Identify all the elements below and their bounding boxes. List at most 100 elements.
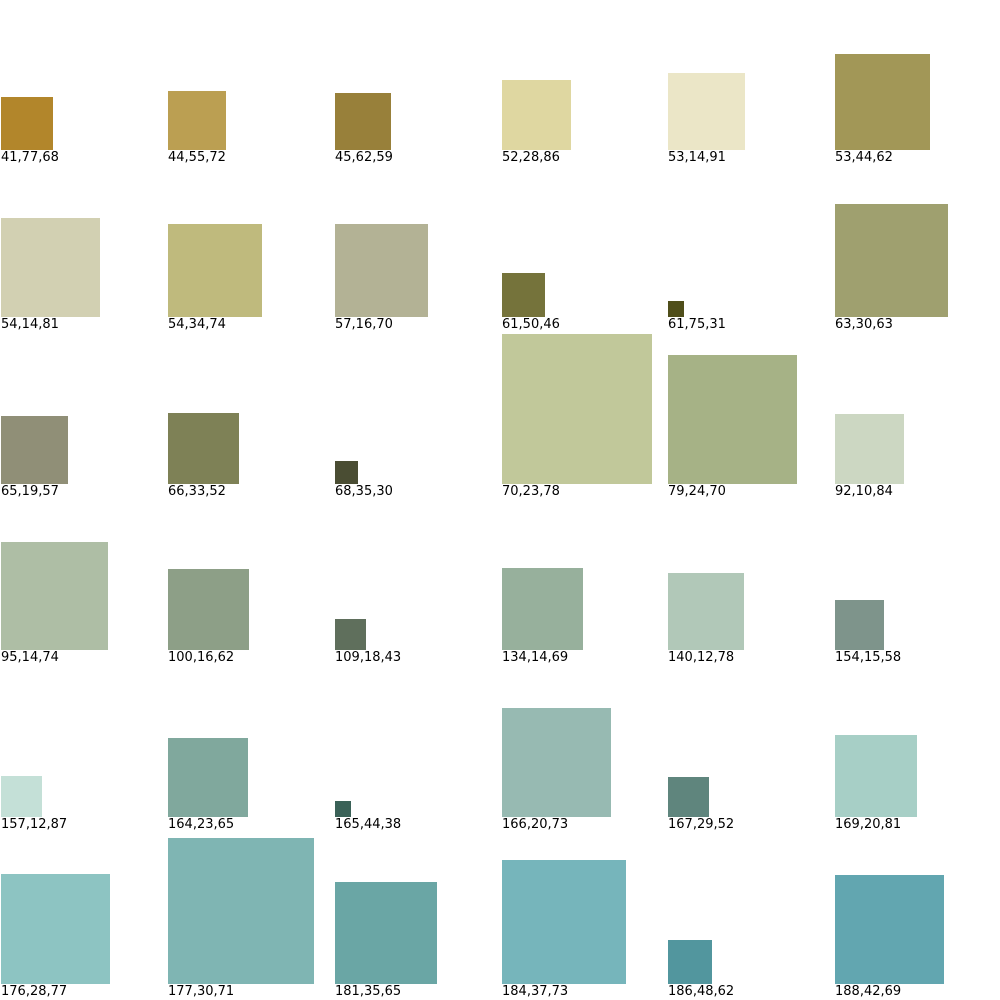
swatch-cell: 54,14,81 xyxy=(0,167,166,333)
swatch-cell: 164,23,65 xyxy=(167,667,333,833)
color-swatch xyxy=(668,777,709,817)
color-swatch xyxy=(502,708,611,817)
color-swatch xyxy=(668,940,712,984)
swatch-label: 134,14,69 xyxy=(502,650,569,665)
swatch-label: 41,77,68 xyxy=(1,150,59,165)
swatch-label: 53,44,62 xyxy=(835,150,893,165)
swatch-cell: 165,44,38 xyxy=(334,667,500,833)
swatch-cell: 45,62,59 xyxy=(334,0,500,166)
swatch-label: 52,28,86 xyxy=(502,150,560,165)
swatch-cell: 92,10,84 xyxy=(834,334,1000,500)
swatch-cell: 70,23,78 xyxy=(501,334,667,500)
swatch-label: 53,14,91 xyxy=(668,150,726,165)
swatch-cell: 66,33,52 xyxy=(167,334,333,500)
swatch-cell: 100,16,62 xyxy=(167,500,333,666)
color-swatch xyxy=(1,874,110,984)
swatch-cell: 52,28,86 xyxy=(501,0,667,166)
swatch-cell: 134,14,69 xyxy=(501,500,667,666)
swatch-label: 181,35,65 xyxy=(335,984,402,999)
swatch-cell: 184,37,73 xyxy=(501,834,667,1000)
color-swatch xyxy=(335,461,358,484)
swatch-cell: 167,29,52 xyxy=(667,667,833,833)
color-swatch xyxy=(502,334,652,484)
swatch-label: 45,62,59 xyxy=(335,150,393,165)
swatch-cell: 95,14,74 xyxy=(0,500,166,666)
swatch-label: 188,42,69 xyxy=(835,984,902,999)
swatch-label: 154,15,58 xyxy=(835,650,902,665)
swatch-label: 109,18,43 xyxy=(335,650,402,665)
swatch-label: 63,30,63 xyxy=(835,317,893,332)
swatch-cell: 44,55,72 xyxy=(167,0,333,166)
swatch-cell: 41,77,68 xyxy=(0,0,166,166)
color-swatch xyxy=(502,80,571,150)
color-swatch xyxy=(1,218,100,317)
color-swatch xyxy=(1,416,68,484)
swatch-label: 66,33,52 xyxy=(168,484,226,499)
swatch-cell: 57,16,70 xyxy=(334,167,500,333)
color-swatch xyxy=(835,875,944,984)
swatch-cell: 176,28,77 xyxy=(0,834,166,1000)
swatch-cell: 169,20,81 xyxy=(834,667,1000,833)
color-swatch xyxy=(168,569,249,650)
color-swatch xyxy=(835,414,904,484)
swatch-label: 164,23,65 xyxy=(168,817,235,832)
color-swatch xyxy=(835,600,884,650)
color-swatch xyxy=(1,776,42,817)
swatch-cell: 79,24,70 xyxy=(667,334,833,500)
color-swatch xyxy=(168,738,248,817)
swatch-cell: 68,35,30 xyxy=(334,334,500,500)
color-swatch xyxy=(335,801,351,817)
swatch-cell: 53,14,91 xyxy=(667,0,833,166)
color-swatch xyxy=(335,619,366,650)
swatch-cell: 188,42,69 xyxy=(834,834,1000,1000)
swatch-cell: 166,20,73 xyxy=(501,667,667,833)
color-swatch xyxy=(502,860,626,984)
swatch-cell: 61,75,31 xyxy=(667,167,833,333)
swatch-label: 61,50,46 xyxy=(502,317,560,332)
swatch-cell: 157,12,87 xyxy=(0,667,166,833)
color-swatch xyxy=(335,224,428,317)
swatch-label: 186,48,62 xyxy=(668,984,735,999)
color-swatch xyxy=(168,838,314,984)
swatch-cell: 177,30,71 xyxy=(167,834,333,1000)
swatch-cell: 65,19,57 xyxy=(0,334,166,500)
swatch-label: 165,44,38 xyxy=(335,817,402,832)
color-swatch xyxy=(1,542,108,650)
swatch-label: 61,75,31 xyxy=(668,317,726,332)
color-swatch xyxy=(1,97,53,150)
color-swatch xyxy=(502,273,545,317)
swatch-cell: 154,15,58 xyxy=(834,500,1000,666)
swatch-label: 176,28,77 xyxy=(1,984,68,999)
swatch-label: 57,16,70 xyxy=(335,317,393,332)
swatch-label: 100,16,62 xyxy=(168,650,235,665)
color-swatch xyxy=(168,413,239,484)
swatch-cell: 181,35,65 xyxy=(334,834,500,1000)
swatch-cell: 53,44,62 xyxy=(834,0,1000,166)
color-swatch xyxy=(668,355,797,484)
swatch-label: 169,20,81 xyxy=(835,817,902,832)
color-swatch xyxy=(168,91,226,150)
swatch-label: 79,24,70 xyxy=(668,484,726,499)
swatch-cell: 63,30,63 xyxy=(834,167,1000,333)
swatch-cell: 54,34,74 xyxy=(167,167,333,333)
color-swatch xyxy=(335,93,391,150)
swatch-label: 157,12,87 xyxy=(1,817,68,832)
swatch-label: 184,37,73 xyxy=(502,984,569,999)
swatch-cell: 109,18,43 xyxy=(334,500,500,666)
swatch-cell: 140,12,78 xyxy=(667,500,833,666)
color-swatch xyxy=(502,568,583,650)
swatch-label: 54,34,74 xyxy=(168,317,226,332)
color-swatch xyxy=(835,204,948,317)
swatch-cell: 186,48,62 xyxy=(667,834,833,1000)
swatch-label: 54,14,81 xyxy=(1,317,59,332)
swatch-label: 44,55,72 xyxy=(168,150,226,165)
swatch-label: 70,23,78 xyxy=(502,484,560,499)
swatch-label: 68,35,30 xyxy=(335,484,393,499)
color-swatch xyxy=(668,73,745,150)
swatch-label: 140,12,78 xyxy=(668,650,735,665)
color-swatch xyxy=(168,224,262,317)
swatch-label: 167,29,52 xyxy=(668,817,735,832)
swatch-label: 65,19,57 xyxy=(1,484,59,499)
color-swatch xyxy=(335,882,437,984)
